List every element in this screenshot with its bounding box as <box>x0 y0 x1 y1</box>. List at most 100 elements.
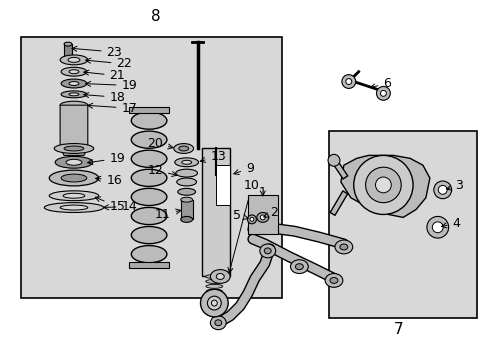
Ellipse shape <box>334 240 352 254</box>
Text: 12: 12 <box>147 164 177 177</box>
Polygon shape <box>60 105 88 156</box>
Text: 18: 18 <box>83 91 125 104</box>
Ellipse shape <box>327 154 339 166</box>
Text: 5: 5 <box>233 209 248 222</box>
Ellipse shape <box>55 156 93 168</box>
Ellipse shape <box>206 289 222 293</box>
Circle shape <box>365 167 400 203</box>
Ellipse shape <box>64 42 72 46</box>
Ellipse shape <box>181 197 192 202</box>
Text: 15: 15 <box>95 197 125 213</box>
Text: 13: 13 <box>200 150 225 163</box>
Polygon shape <box>340 156 429 217</box>
Ellipse shape <box>60 205 88 210</box>
Ellipse shape <box>339 244 347 250</box>
Ellipse shape <box>44 203 103 212</box>
Ellipse shape <box>437 185 446 194</box>
Ellipse shape <box>49 170 99 186</box>
Ellipse shape <box>63 193 84 198</box>
Text: 23: 23 <box>72 45 122 59</box>
Ellipse shape <box>205 279 223 283</box>
Text: 17: 17 <box>87 102 137 114</box>
Text: 8: 8 <box>151 9 161 24</box>
Circle shape <box>375 177 390 193</box>
Circle shape <box>211 300 217 306</box>
Text: 1: 1 <box>258 186 266 199</box>
Ellipse shape <box>210 270 230 283</box>
Text: 21: 21 <box>83 69 125 82</box>
Text: 6: 6 <box>369 77 390 90</box>
Ellipse shape <box>69 93 79 96</box>
Ellipse shape <box>259 244 275 258</box>
Ellipse shape <box>247 215 256 224</box>
Bar <box>328 131 476 318</box>
Ellipse shape <box>131 112 166 129</box>
Ellipse shape <box>205 275 223 278</box>
Bar <box>129 262 168 267</box>
Text: 2: 2 <box>263 206 277 219</box>
Ellipse shape <box>61 91 87 98</box>
Ellipse shape <box>290 260 307 274</box>
Ellipse shape <box>177 178 196 186</box>
Ellipse shape <box>329 278 337 283</box>
Ellipse shape <box>131 226 166 244</box>
Ellipse shape <box>216 274 224 279</box>
Ellipse shape <box>178 188 195 195</box>
Ellipse shape <box>60 101 88 109</box>
Ellipse shape <box>179 146 188 151</box>
Ellipse shape <box>175 169 197 177</box>
Ellipse shape <box>54 144 94 153</box>
Bar <box>129 107 168 113</box>
Ellipse shape <box>173 144 193 153</box>
Circle shape <box>353 156 412 215</box>
Ellipse shape <box>131 246 166 263</box>
Text: 22: 22 <box>85 57 132 70</box>
Ellipse shape <box>61 67 87 76</box>
Ellipse shape <box>433 181 451 199</box>
Ellipse shape <box>68 58 80 62</box>
Ellipse shape <box>61 79 87 88</box>
Text: 3: 3 <box>446 179 463 192</box>
Ellipse shape <box>131 207 166 225</box>
Ellipse shape <box>61 174 87 182</box>
Ellipse shape <box>426 216 447 238</box>
Text: 14: 14 <box>103 200 137 213</box>
Ellipse shape <box>131 169 166 186</box>
Ellipse shape <box>295 264 303 270</box>
Ellipse shape <box>256 212 268 222</box>
Bar <box>202 148 230 276</box>
Ellipse shape <box>174 158 198 167</box>
Text: 7: 7 <box>393 322 402 337</box>
Text: 19: 19 <box>87 152 125 165</box>
Text: 10: 10 <box>227 179 259 273</box>
Text: 20: 20 <box>147 137 173 150</box>
Bar <box>247 195 277 234</box>
Ellipse shape <box>181 216 192 222</box>
Bar <box>20 37 281 298</box>
Ellipse shape <box>69 82 79 85</box>
Circle shape <box>200 289 228 317</box>
Ellipse shape <box>210 316 226 330</box>
Ellipse shape <box>131 188 166 206</box>
Ellipse shape <box>205 284 223 288</box>
Ellipse shape <box>64 146 83 151</box>
Ellipse shape <box>182 160 191 164</box>
Ellipse shape <box>131 150 166 167</box>
Ellipse shape <box>260 215 264 220</box>
Ellipse shape <box>206 294 222 298</box>
Ellipse shape <box>345 78 351 85</box>
Text: 19: 19 <box>85 79 137 92</box>
Ellipse shape <box>249 217 253 221</box>
Ellipse shape <box>69 70 79 74</box>
Ellipse shape <box>376 86 389 100</box>
Ellipse shape <box>341 75 355 89</box>
Text: 11: 11 <box>155 208 181 221</box>
Ellipse shape <box>325 274 342 287</box>
Ellipse shape <box>66 159 81 165</box>
Ellipse shape <box>380 90 386 96</box>
Ellipse shape <box>60 55 88 65</box>
Circle shape <box>207 296 221 310</box>
Ellipse shape <box>49 191 99 201</box>
Ellipse shape <box>431 222 442 233</box>
Bar <box>181 200 192 219</box>
